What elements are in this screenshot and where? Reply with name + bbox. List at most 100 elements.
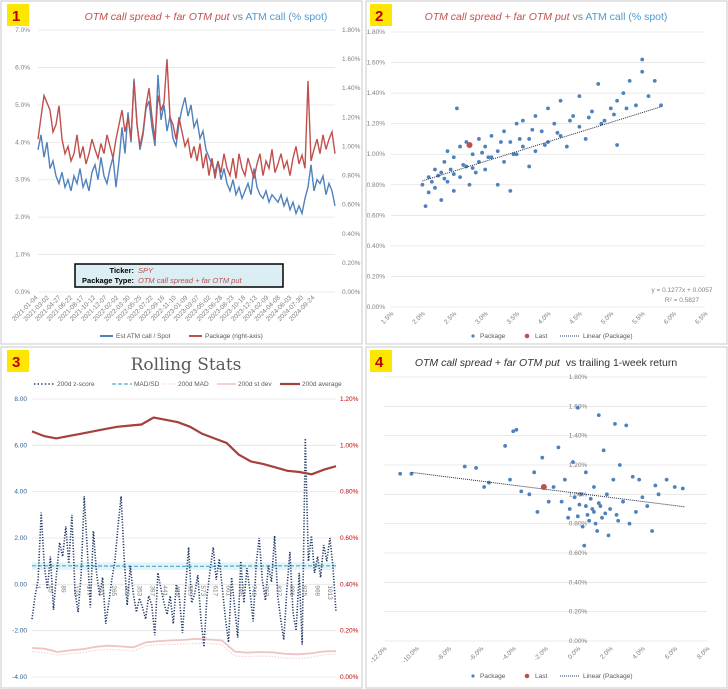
package-point bbox=[540, 455, 545, 460]
package-point bbox=[533, 149, 538, 154]
package-point bbox=[621, 91, 626, 96]
left-axis-tick: 5.0% bbox=[15, 102, 30, 109]
package-point bbox=[527, 137, 532, 141]
package-point bbox=[477, 137, 481, 141]
package-point bbox=[556, 445, 561, 450]
x-axis-tick: 1013 bbox=[326, 585, 333, 600]
x-axis-tick: 661 bbox=[224, 585, 231, 596]
x-axis-tick: 265 bbox=[110, 585, 117, 596]
left-axis-tick: 6.00 bbox=[14, 442, 27, 449]
package-point bbox=[587, 518, 592, 523]
package-point bbox=[603, 511, 608, 516]
package-point bbox=[624, 423, 629, 428]
package-point bbox=[634, 510, 638, 514]
badge-number: 2 bbox=[375, 8, 383, 25]
trendline bbox=[422, 106, 662, 182]
right-axis-tick: 0.40% bbox=[340, 581, 359, 588]
package-point bbox=[517, 137, 522, 141]
package-point bbox=[579, 492, 583, 497]
left-axis-tick: 6.0% bbox=[15, 64, 30, 71]
package-point bbox=[608, 507, 612, 511]
package-point bbox=[532, 470, 537, 475]
atm-call-line bbox=[37, 74, 336, 216]
package-point bbox=[640, 69, 645, 74]
package-point bbox=[596, 82, 601, 86]
right-axis-tick: 0.00% bbox=[342, 289, 361, 296]
package-point bbox=[613, 422, 617, 426]
package-point bbox=[462, 464, 467, 469]
left-axis-tick: 1.0% bbox=[15, 252, 30, 259]
package-point bbox=[423, 204, 428, 209]
package-point bbox=[596, 413, 601, 418]
panel-3-badge: 3 bbox=[7, 350, 29, 372]
y-axis-tick: 1.60% bbox=[367, 60, 386, 67]
package-point bbox=[482, 485, 487, 489]
right-axis-tick: 1.80% bbox=[342, 27, 361, 34]
package-point bbox=[451, 172, 456, 176]
package-point bbox=[592, 510, 596, 514]
package-point bbox=[470, 166, 475, 170]
package-point bbox=[650, 529, 654, 533]
package-point bbox=[533, 114, 538, 118]
package-point bbox=[552, 121, 557, 126]
package-point bbox=[615, 143, 619, 147]
x-axis-tick: 485 bbox=[174, 585, 181, 596]
y-axis-tick: 0.00% bbox=[367, 304, 386, 311]
package-point bbox=[546, 106, 550, 111]
average-line bbox=[31, 416, 337, 476]
package-point bbox=[680, 486, 685, 491]
title-atm: ATM call (% spot) bbox=[245, 11, 327, 23]
left-axis-tick: 8.00 bbox=[14, 396, 27, 403]
package-point bbox=[672, 485, 677, 489]
package-point bbox=[495, 149, 500, 154]
title-vs: vs bbox=[570, 11, 586, 23]
package-point bbox=[566, 515, 571, 520]
x-axis-tick: 793 bbox=[263, 585, 270, 596]
right-axis-tick: 0.60% bbox=[342, 202, 361, 209]
package-point bbox=[530, 127, 535, 132]
package-point bbox=[542, 143, 547, 147]
package-point bbox=[489, 155, 494, 160]
y-axis-tick: 0.40% bbox=[367, 243, 386, 250]
package-point bbox=[480, 150, 484, 155]
package-point bbox=[664, 477, 669, 482]
package-point bbox=[433, 185, 437, 190]
right-axis-tick: 0.20% bbox=[342, 260, 361, 267]
package-point bbox=[546, 140, 550, 144]
package-point bbox=[596, 501, 601, 506]
package-point bbox=[474, 466, 478, 470]
x-axis-tick: 925 bbox=[301, 585, 308, 596]
package-point bbox=[612, 112, 616, 117]
package-point bbox=[464, 140, 469, 144]
x-axis-tick: 529 bbox=[186, 585, 193, 596]
left-axis-tick: -4.00 bbox=[12, 674, 27, 681]
package-point bbox=[455, 106, 459, 111]
y-axis-tick: 0.20% bbox=[569, 609, 588, 616]
right-axis-tick: 1.60% bbox=[342, 56, 361, 63]
package-point bbox=[551, 485, 556, 489]
legend-package: Package bbox=[480, 673, 506, 680]
x-axis-tick: 573 bbox=[199, 585, 206, 596]
panel-4-badge: 4 bbox=[370, 350, 392, 372]
package-point bbox=[483, 167, 488, 172]
package-point bbox=[582, 543, 587, 548]
panel-3-chart: -4.00 -2.00 0.00 2.00 4.00 6.00 8.00 0.00% 0.20%… bbox=[12, 396, 358, 681]
panel-4-legend: Package Last Linear (Package) bbox=[471, 673, 633, 680]
package-type-value: OTM call spread + far OTM put bbox=[138, 276, 242, 285]
package-point bbox=[439, 170, 444, 175]
right-axis-tick: 1.20% bbox=[340, 396, 359, 403]
package-point bbox=[645, 504, 650, 508]
package-point bbox=[568, 118, 572, 123]
package-point bbox=[451, 188, 456, 193]
panel-3-frame bbox=[0, 346, 363, 689]
x-axis-tick: 45 bbox=[47, 585, 54, 593]
package-point bbox=[646, 94, 651, 99]
legend-mad-sd: MAD/SD bbox=[134, 381, 160, 388]
title-rest: vs trailing 1-week return bbox=[560, 357, 677, 369]
y-axis-tick: 1.00% bbox=[569, 491, 588, 498]
y-axis-tick: 0.40% bbox=[569, 579, 588, 586]
package-point bbox=[445, 179, 450, 184]
left-axis-tick: 2.00 bbox=[14, 535, 27, 542]
x-axis-tick: 221 bbox=[97, 585, 104, 596]
